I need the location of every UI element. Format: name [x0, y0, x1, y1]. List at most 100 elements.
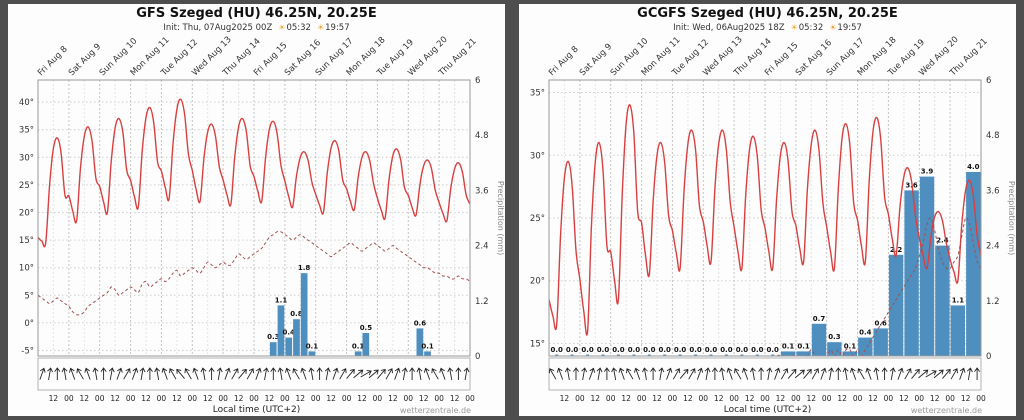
- svg-text:0.1: 0.1: [782, 342, 795, 350]
- svg-text:10°: 10°: [19, 264, 34, 274]
- svg-text:00: 00: [434, 394, 444, 403]
- svg-text:12: 12: [868, 394, 878, 403]
- svg-text:00: 00: [64, 394, 74, 403]
- hour-tick-labels: 12 00 12 00 12 00 12 00 12 00 12 00 12 00 12 00 12 00 12 00…: [560, 394, 986, 403]
- svg-text:0.1: 0.1: [844, 342, 857, 350]
- svg-text:1.8: 1.8: [298, 264, 311, 272]
- svg-text:0.0: 0.0: [736, 346, 749, 354]
- svg-text:00: 00: [218, 394, 228, 403]
- svg-text:Sat Aug 9: Sat Aug 9: [67, 42, 103, 78]
- sunrise-icon: ☀: [790, 23, 798, 32]
- svg-text:2.4: 2.4: [986, 242, 1000, 252]
- svg-text:12: 12: [110, 394, 120, 403]
- svg-text:00: 00: [188, 394, 198, 403]
- plot-border: [37, 79, 471, 357]
- svg-text:12: 12: [326, 394, 336, 403]
- chart-title: GFS Szeged (HU) 46.25N, 20.25E: [136, 6, 377, 21]
- svg-text:30°: 30°: [530, 151, 545, 161]
- wind-barbs: [37, 357, 471, 391]
- svg-text:00: 00: [95, 394, 105, 403]
- svg-text:1.1: 1.1: [952, 296, 965, 304]
- svg-text:0.8: 0.8: [290, 310, 303, 318]
- x-axis-label: Local time (UTC+2): [212, 405, 301, 415]
- temperature-line: [549, 104, 981, 336]
- svg-text:12: 12: [776, 394, 786, 403]
- chart-init-line: Init: Thu, 07Aug2025 00Z ☀05:32 ☀19:57: [8, 23, 505, 33]
- svg-text:35°: 35°: [19, 126, 34, 136]
- svg-text:0.0: 0.0: [628, 346, 641, 354]
- svg-text:0.0: 0.0: [689, 346, 702, 354]
- sunrise-time: 05:32: [286, 23, 311, 33]
- svg-text:12: 12: [419, 394, 429, 403]
- plot-border: [548, 79, 982, 357]
- svg-text:2.4: 2.4: [936, 237, 949, 245]
- svg-text:00: 00: [822, 394, 832, 403]
- chart-title: GCGFS Szeged (HU) 46.25N, 20.25E: [637, 6, 898, 21]
- svg-text:12: 12: [930, 394, 940, 403]
- svg-text:12: 12: [234, 394, 244, 403]
- svg-text:12: 12: [357, 394, 367, 403]
- sunset-icon: ☀: [316, 23, 325, 32]
- x-axis-label: Local time (UTC+2): [723, 405, 812, 415]
- svg-text:0.4: 0.4: [859, 329, 872, 337]
- svg-text:00: 00: [342, 394, 352, 403]
- svg-text:12: 12: [560, 394, 570, 403]
- svg-text:15°: 15°: [530, 340, 545, 350]
- svg-text:0.4: 0.4: [282, 329, 295, 337]
- svg-text:00: 00: [249, 394, 259, 403]
- dewpoint-line: [748, 216, 981, 356]
- svg-text:0.7: 0.7: [813, 315, 826, 323]
- svg-text:00: 00: [976, 394, 986, 403]
- watermark: wetterzentrale.de: [910, 406, 982, 415]
- svg-text:00: 00: [853, 394, 863, 403]
- svg-text:12: 12: [141, 394, 151, 403]
- svg-text:25°: 25°: [19, 181, 34, 191]
- svg-text:12: 12: [49, 394, 59, 403]
- chart-init-line: Init: Wed, 06Aug2025 18Z ☀05:32 ☀19:57: [519, 23, 1016, 33]
- svg-text:12: 12: [450, 394, 460, 403]
- svg-text:0.1: 0.1: [352, 342, 365, 350]
- svg-text:00: 00: [884, 394, 894, 403]
- svg-text:00: 00: [915, 394, 925, 403]
- svg-text:0.0: 0.0: [751, 346, 764, 354]
- svg-text:12: 12: [961, 394, 971, 403]
- svg-text:00: 00: [668, 394, 678, 403]
- svg-text:Precipitation (mm): Precipitation (mm): [1007, 181, 1016, 255]
- svg-text:00: 00: [465, 394, 475, 403]
- svg-text:12: 12: [745, 394, 755, 403]
- svg-text:12: 12: [683, 394, 693, 403]
- sunset-time: 19:57: [325, 23, 350, 33]
- svg-text:12: 12: [652, 394, 662, 403]
- svg-text:00: 00: [373, 394, 383, 403]
- sunrise-icon: ☀: [278, 23, 286, 32]
- svg-text:12: 12: [172, 394, 182, 403]
- svg-text:00: 00: [760, 394, 770, 403]
- init-text: Init: Thu, 07Aug2025 00Z: [163, 23, 273, 33]
- svg-text:00: 00: [945, 394, 955, 403]
- init-text: Init: Wed, 06Aug2025 18Z: [673, 23, 785, 33]
- svg-text:35°: 35°: [530, 89, 545, 99]
- svg-text:0.0: 0.0: [643, 346, 656, 354]
- svg-text:-5°: -5°: [21, 347, 34, 357]
- svg-text:00: 00: [791, 394, 801, 403]
- svg-text:40°: 40°: [19, 98, 34, 108]
- svg-text:25°: 25°: [530, 214, 545, 224]
- dewpoint-line: [38, 230, 470, 316]
- svg-text:0.3: 0.3: [267, 333, 280, 341]
- meteogram-panel-gcgfs: 35° 30° 25° 20° 15° Fri Aug 8 Sat Aug 9 Sun Aug…: [519, 4, 1016, 416]
- svg-text:3.6: 3.6: [986, 186, 1000, 196]
- svg-text:12: 12: [621, 394, 631, 403]
- svg-text:3.9: 3.9: [921, 168, 934, 176]
- svg-text:12: 12: [714, 394, 724, 403]
- svg-text:20°: 20°: [19, 209, 34, 219]
- svg-text:Sat Aug 9: Sat Aug 9: [578, 42, 614, 78]
- watermark: wetterzentrale.de: [399, 406, 471, 415]
- svg-text:0.6: 0.6: [414, 319, 427, 327]
- svg-text:0.0: 0.0: [766, 346, 779, 354]
- svg-text:4.8: 4.8: [475, 131, 489, 141]
- sunset-icon: ☀: [829, 23, 837, 32]
- svg-text:6: 6: [475, 76, 480, 86]
- svg-text:6: 6: [986, 76, 991, 86]
- svg-text:Fri Aug 8: Fri Aug 8: [547, 45, 581, 79]
